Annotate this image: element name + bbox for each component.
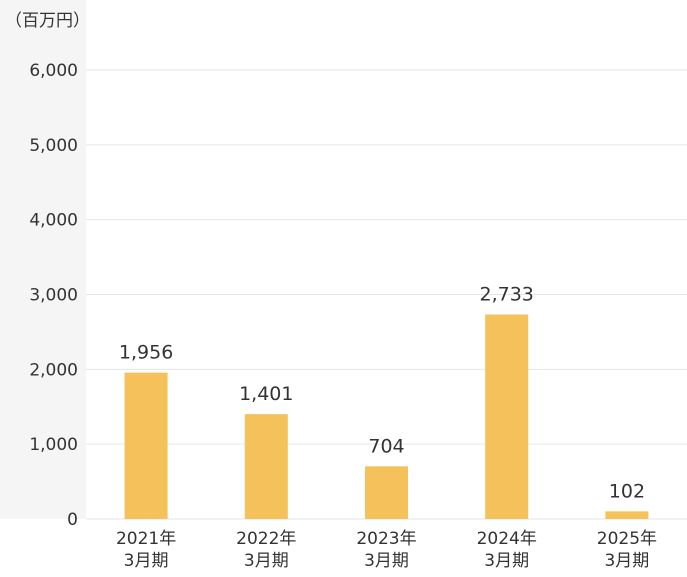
- x-tick-label-line: 3月期: [124, 551, 169, 571]
- bar: [605, 511, 649, 519]
- x-tick-label-line: 3月期: [364, 551, 409, 571]
- x-tick-label-line: 3月期: [484, 551, 529, 571]
- x-tick-label: 2021年 3月期: [116, 529, 176, 571]
- y-tick-label: 4,000: [29, 211, 78, 231]
- data-label: 704: [368, 435, 404, 457]
- x-tick-label: 2023年 3月期: [356, 529, 416, 571]
- data-label: 1,956: [119, 342, 173, 364]
- bars: [124, 314, 649, 519]
- bar: [124, 372, 168, 519]
- y-tick-label: 1,000: [29, 435, 78, 455]
- x-tick-label-line: 2021年: [116, 529, 176, 549]
- x-tick-label-line: 2025年: [597, 529, 657, 549]
- unit-label: （百万円）: [5, 11, 90, 31]
- y-tick-label: 3,000: [29, 286, 78, 306]
- y-axis-ticks: 0 1,000 2,000 3,000 4,000 5,000 6,000: [29, 61, 78, 530]
- x-tick-label: 2024年 3月期: [477, 529, 537, 571]
- y-tick-label: 0: [67, 510, 78, 530]
- y-axis-band: [0, 0, 86, 519]
- data-label: 2,733: [479, 283, 533, 305]
- data-label: 102: [609, 480, 645, 502]
- x-tick-label-line: 3月期: [244, 551, 289, 571]
- x-tick-label-line: 2023年: [356, 529, 416, 549]
- x-tick-label: 2025年 3月期: [597, 529, 657, 571]
- x-tick-label-line: 3月期: [604, 551, 649, 571]
- y-tick-label: 6,000: [29, 61, 78, 81]
- data-labels: 1,956 1,401 704 2,733 102: [119, 283, 645, 502]
- bar: [365, 466, 408, 519]
- x-tick-label: 2022年 3月期: [236, 529, 296, 571]
- data-label: 1,401: [239, 383, 293, 405]
- x-tick-label-line: 2024年: [477, 529, 537, 549]
- x-tick-label-line: 2022年: [236, 529, 296, 549]
- bar: [244, 414, 288, 519]
- gridlines: [86, 69, 687, 520]
- y-tick-label: 5,000: [29, 136, 78, 156]
- bar: [485, 314, 529, 519]
- y-tick-label: 2,000: [29, 360, 78, 380]
